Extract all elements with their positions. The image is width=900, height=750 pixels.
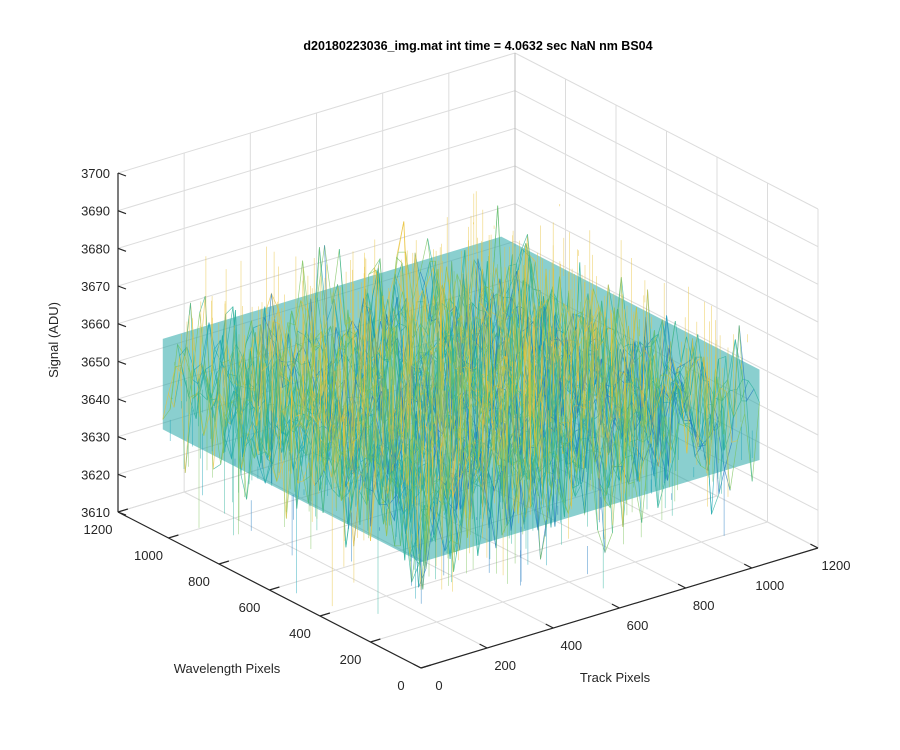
x-tick-mark — [479, 643, 488, 649]
z-tick-mark — [117, 473, 127, 478]
z-tick-label: 3660 — [81, 317, 110, 332]
surface-mesh-col — [258, 316, 518, 531]
z-tick-label: 3670 — [81, 279, 110, 294]
z-tick-mark — [117, 323, 127, 328]
x-tick-label: 600 — [627, 618, 649, 633]
tick-labels: 0 200 400 600 800 1000 1200 0 200 400 600 800 1000 12… — [81, 166, 850, 693]
surface-mesh-col — [390, 256, 650, 483]
grid-line-z-back-right — [514, 90, 819, 248]
x-tick-mark — [545, 623, 554, 629]
y-tick-mark — [117, 508, 129, 513]
surface-mesh-col — [500, 254, 760, 432]
x-tick-label: 800 — [693, 598, 715, 613]
grid-line-z-back-right — [514, 127, 819, 285]
z-tick-label: 3630 — [81, 430, 110, 445]
z-tick-label: 3610 — [81, 505, 110, 520]
x-tick-mark — [611, 603, 620, 609]
z-tick-mark — [117, 360, 127, 365]
surface-mesh-col — [177, 335, 437, 566]
x-tick-mark — [413, 663, 422, 669]
z-tick-mark — [117, 247, 127, 252]
grid-line-z-back-left — [117, 203, 516, 325]
chart-title: d20180223036_img.mat int time = 4.0632 s… — [303, 39, 652, 53]
z-tick-mark — [117, 398, 127, 403]
y-tick-label: 1200 — [84, 522, 113, 537]
y-tick-mark — [319, 612, 331, 617]
x-tick-label: 1200 — [822, 558, 851, 573]
x-tick-label: 1000 — [755, 578, 784, 593]
axis-lines — [117, 172, 819, 669]
y-tick-mark — [370, 638, 381, 643]
y-tick-mark — [218, 560, 230, 565]
y-tick-mark — [269, 586, 280, 591]
x-tick-label: 0 — [435, 678, 442, 693]
x-tick-mark — [743, 563, 753, 569]
surface-mesh — [162, 191, 760, 614]
z-tick-label: 3690 — [81, 204, 110, 219]
z-axis-label: Signal (ADU) — [46, 302, 61, 378]
z-tick-label: 3640 — [81, 392, 110, 407]
x-tick-label: 200 — [494, 658, 516, 673]
x-tick-label: 400 — [560, 638, 582, 653]
grid-line-y-floor — [319, 495, 718, 617]
z-tick-mark — [117, 210, 127, 215]
grid-line-z-back-left — [117, 127, 516, 249]
grid-line-y-floor — [370, 521, 768, 643]
grid-line-z-back-left — [117, 165, 516, 287]
x-tick-mark — [810, 543, 819, 549]
y-tick-label: 200 — [340, 652, 362, 667]
grid-line-z-back-right — [514, 165, 819, 323]
z-tick-label: 3620 — [81, 467, 110, 482]
grid-line-z-back-right — [514, 203, 819, 361]
y-tick-label: 0 — [397, 678, 404, 693]
y-tick-mark — [168, 534, 179, 539]
y-tick-mark — [420, 664, 432, 669]
y-tick-label: 1000 — [134, 548, 163, 563]
z-tick-mark — [117, 285, 127, 290]
grid-line-z-back-left — [117, 90, 516, 212]
z-tick-label: 3650 — [81, 354, 110, 369]
grid-line-z-back-left — [117, 52, 516, 174]
y-tick-label: 800 — [188, 574, 210, 589]
y-tick-label: 600 — [239, 600, 261, 615]
x-tick-mark — [677, 583, 686, 589]
z-tick-label: 3680 — [81, 241, 110, 256]
x-axis-label: Track Pixels — [580, 670, 651, 685]
z-tick-label: 3700 — [81, 166, 110, 181]
grid-line-z-back-right — [514, 52, 819, 210]
z-tick-mark — [117, 511, 127, 516]
y-axis-label: Wavelength Pixels — [174, 661, 281, 676]
y-tick-label: 400 — [289, 626, 311, 641]
z-tick-mark — [117, 436, 127, 441]
z-tick-mark — [117, 172, 127, 177]
